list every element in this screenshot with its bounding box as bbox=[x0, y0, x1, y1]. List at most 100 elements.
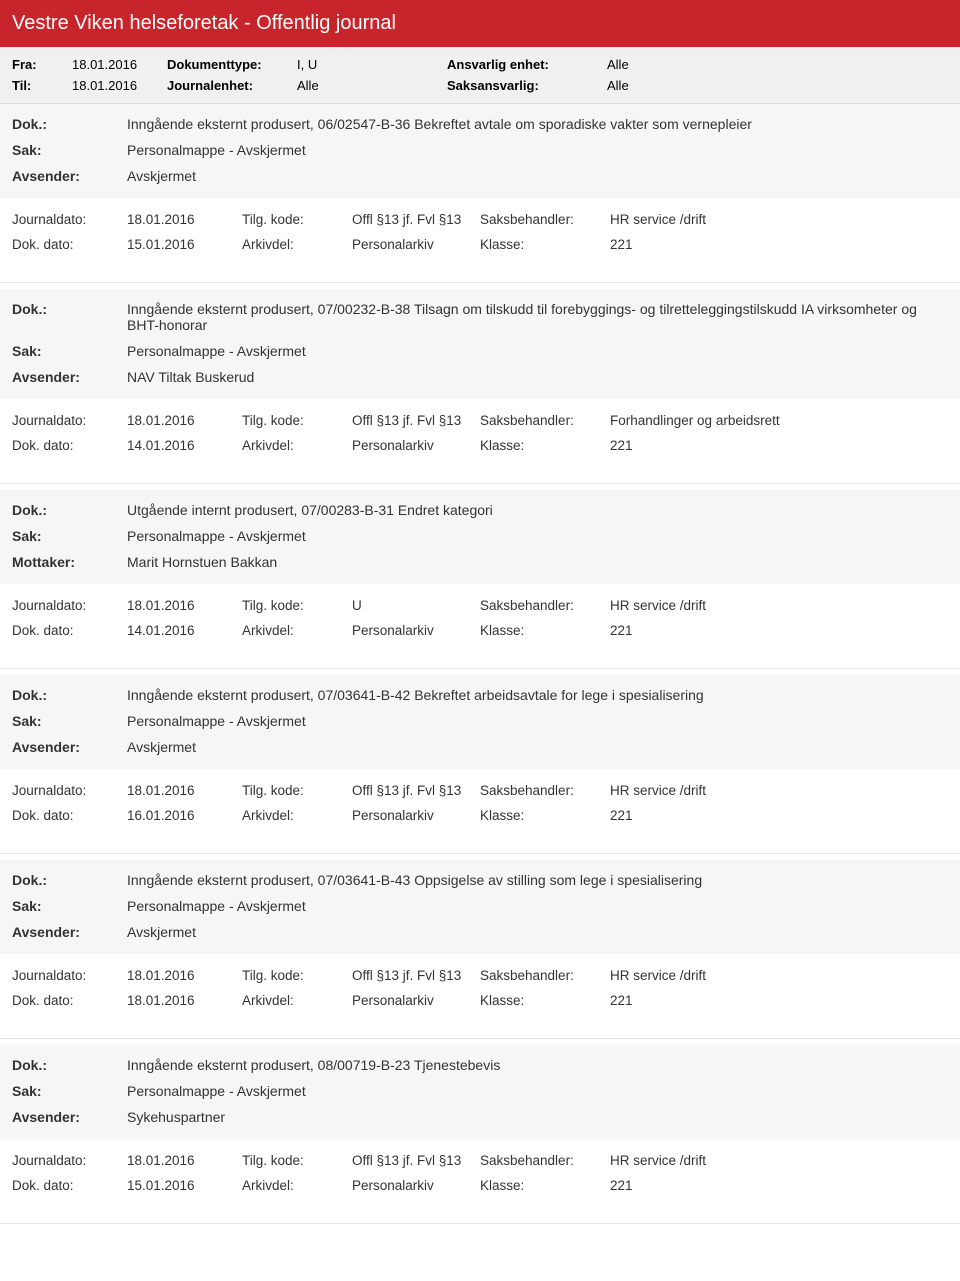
klasse-label: Klasse: bbox=[480, 1178, 610, 1193]
arkivdel-value: Personalarkiv bbox=[352, 808, 480, 823]
page-header: Vestre Viken helseforetak - Offentlig jo… bbox=[0, 0, 960, 47]
entry-header: Dok.: Inngående eksternt produsert, 07/0… bbox=[0, 675, 960, 769]
sak-label: Sak: bbox=[12, 898, 127, 914]
entry-meta: Journaldato: 18.01.2016 Tilg. kode: Offl… bbox=[0, 769, 960, 823]
sak-value: Personalmappe - Avskjermet bbox=[127, 142, 306, 158]
sak-label: Sak: bbox=[12, 528, 127, 544]
dokdato-value: 14.01.2016 bbox=[127, 623, 242, 638]
dok-label: Dok.: bbox=[12, 502, 127, 518]
party-row: Avsender: Avskjermet bbox=[12, 739, 948, 755]
party-value: Avskjermet bbox=[127, 924, 196, 940]
dokdato-value: 14.01.2016 bbox=[127, 438, 242, 453]
journaldato-value: 18.01.2016 bbox=[127, 212, 242, 227]
klasse-value: 221 bbox=[610, 438, 633, 453]
ansvarlig-label: Ansvarlig enhet: bbox=[447, 57, 607, 72]
dokdato-value: 18.01.2016 bbox=[127, 993, 242, 1008]
sak-label: Sak: bbox=[12, 713, 127, 729]
meta-row-1: Journaldato: 18.01.2016 Tilg. kode: Offl… bbox=[12, 783, 948, 798]
dok-label: Dok.: bbox=[12, 301, 127, 333]
journaldato-label: Journaldato: bbox=[12, 212, 127, 227]
saksbehandler-value: Forhandlinger og arbeidsrett bbox=[610, 413, 780, 428]
klasse-value: 221 bbox=[610, 993, 633, 1008]
party-row: Avsender: Sykehuspartner bbox=[12, 1109, 948, 1125]
party-value: Sykehuspartner bbox=[127, 1109, 225, 1125]
entry-meta: Journaldato: 18.01.2016 Tilg. kode: U Sa… bbox=[0, 584, 960, 638]
journalenhet-value: Alle bbox=[297, 78, 447, 93]
arkivdel-label: Arkivdel: bbox=[242, 808, 352, 823]
saksansvarlig-label: Saksansvarlig: bbox=[447, 78, 607, 93]
meta-row-1: Journaldato: 18.01.2016 Tilg. kode: Offl… bbox=[12, 212, 948, 227]
sak-value: Personalmappe - Avskjermet bbox=[127, 528, 306, 544]
arkivdel-label: Arkivdel: bbox=[242, 438, 352, 453]
journaldato-label: Journaldato: bbox=[12, 968, 127, 983]
journaldato-value: 18.01.2016 bbox=[127, 598, 242, 613]
meta-row-2: Dok. dato: 15.01.2016 Arkivdel: Personal… bbox=[12, 237, 948, 252]
dok-value: Inngående eksternt produsert, 08/00719-B… bbox=[127, 1057, 500, 1073]
saksbehandler-value: HR service /drift bbox=[610, 598, 706, 613]
journaldato-value: 18.01.2016 bbox=[127, 1153, 242, 1168]
sak-row: Sak: Personalmappe - Avskjermet bbox=[12, 713, 948, 729]
sak-label: Sak: bbox=[12, 343, 127, 359]
tilgkode-value: Offl §13 jf. Fvl §13 bbox=[352, 783, 480, 798]
entries-list: Dok.: Inngående eksternt produsert, 06/0… bbox=[0, 104, 960, 1224]
entry-header: Dok.: Inngående eksternt produsert, 08/0… bbox=[0, 1045, 960, 1139]
saksbehandler-value: HR service /drift bbox=[610, 968, 706, 983]
party-row: Mottaker: Marit Hornstuen Bakkan bbox=[12, 554, 948, 570]
tilgkode-value: Offl §13 jf. Fvl §13 bbox=[352, 413, 480, 428]
dokdato-label: Dok. dato: bbox=[12, 237, 127, 252]
dok-value: Inngående eksternt produsert, 07/00232-B… bbox=[127, 301, 948, 333]
tilgkode-value: Offl §13 jf. Fvl §13 bbox=[352, 212, 480, 227]
dok-row: Dok.: Inngående eksternt produsert, 07/0… bbox=[12, 872, 948, 888]
journal-entry: Dok.: Inngående eksternt produsert, 07/0… bbox=[0, 675, 960, 854]
meta-row-1: Journaldato: 18.01.2016 Tilg. kode: Offl… bbox=[12, 1153, 948, 1168]
dokdato-label: Dok. dato: bbox=[12, 808, 127, 823]
filter-bar: Fra: 18.01.2016 Dokumenttype: I, U Ansva… bbox=[0, 47, 960, 104]
party-row: Avsender: Avskjermet bbox=[12, 924, 948, 940]
dok-label: Dok.: bbox=[12, 1057, 127, 1073]
arkivdel-value: Personalarkiv bbox=[352, 1178, 480, 1193]
filter-row-2: Til: 18.01.2016 Journalenhet: Alle Saksa… bbox=[12, 78, 948, 93]
journaldato-value: 18.01.2016 bbox=[127, 413, 242, 428]
arkivdel-value: Personalarkiv bbox=[352, 623, 480, 638]
tilgkode-label: Tilg. kode: bbox=[242, 598, 352, 613]
party-label: Mottaker: bbox=[12, 554, 127, 570]
saksbehandler-value: HR service /drift bbox=[610, 212, 706, 227]
dok-label: Dok.: bbox=[12, 116, 127, 132]
journaldato-value: 18.01.2016 bbox=[127, 968, 242, 983]
saksbehandler-label: Saksbehandler: bbox=[480, 783, 610, 798]
saksansvarlig-value: Alle bbox=[607, 78, 629, 93]
dokdato-label: Dok. dato: bbox=[12, 623, 127, 638]
party-value: Avskjermet bbox=[127, 168, 196, 184]
journal-entry: Dok.: Inngående eksternt produsert, 08/0… bbox=[0, 1045, 960, 1224]
klasse-label: Klasse: bbox=[480, 438, 610, 453]
party-row: Avsender: Avskjermet bbox=[12, 168, 948, 184]
entry-meta: Journaldato: 18.01.2016 Tilg. kode: Offl… bbox=[0, 954, 960, 1008]
journaldato-label: Journaldato: bbox=[12, 783, 127, 798]
arkivdel-value: Personalarkiv bbox=[352, 438, 480, 453]
dok-value: Inngående eksternt produsert, 06/02547-B… bbox=[127, 116, 752, 132]
meta-row-2: Dok. dato: 14.01.2016 Arkivdel: Personal… bbox=[12, 623, 948, 638]
sak-row: Sak: Personalmappe - Avskjermet bbox=[12, 528, 948, 544]
entry-header: Dok.: Inngående eksternt produsert, 06/0… bbox=[0, 104, 960, 198]
sak-value: Personalmappe - Avskjermet bbox=[127, 898, 306, 914]
journaldato-label: Journaldato: bbox=[12, 413, 127, 428]
party-value: Marit Hornstuen Bakkan bbox=[127, 554, 277, 570]
meta-row-1: Journaldato: 18.01.2016 Tilg. kode: Offl… bbox=[12, 968, 948, 983]
entry-meta: Journaldato: 18.01.2016 Tilg. kode: Offl… bbox=[0, 198, 960, 252]
klasse-value: 221 bbox=[610, 237, 633, 252]
journal-entry: Dok.: Inngående eksternt produsert, 07/0… bbox=[0, 289, 960, 484]
sak-label: Sak: bbox=[12, 142, 127, 158]
doktype-value: I, U bbox=[297, 57, 447, 72]
tilgkode-label: Tilg. kode: bbox=[242, 783, 352, 798]
meta-row-2: Dok. dato: 14.01.2016 Arkivdel: Personal… bbox=[12, 438, 948, 453]
party-row: Avsender: NAV Tiltak Buskerud bbox=[12, 369, 948, 385]
fra-value: 18.01.2016 bbox=[72, 57, 167, 72]
party-label: Avsender: bbox=[12, 1109, 127, 1125]
dok-label: Dok.: bbox=[12, 687, 127, 703]
klasse-label: Klasse: bbox=[480, 808, 610, 823]
til-value: 18.01.2016 bbox=[72, 78, 167, 93]
sak-row: Sak: Personalmappe - Avskjermet bbox=[12, 898, 948, 914]
arkivdel-label: Arkivdel: bbox=[242, 623, 352, 638]
entry-meta: Journaldato: 18.01.2016 Tilg. kode: Offl… bbox=[0, 1139, 960, 1193]
arkivdel-label: Arkivdel: bbox=[242, 993, 352, 1008]
